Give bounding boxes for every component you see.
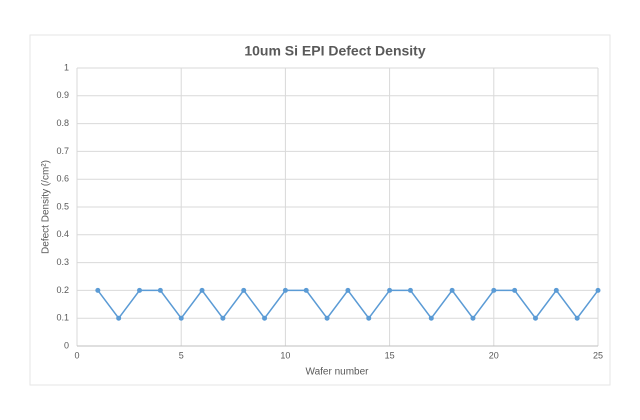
data-point <box>220 315 226 321</box>
data-point <box>553 287 559 293</box>
data-point <box>345 287 351 293</box>
data-point <box>157 287 163 293</box>
data-point <box>470 315 476 321</box>
y-tick-label: 1 <box>64 62 69 72</box>
chart-title: 10um Si EPI Defect Density <box>244 43 426 59</box>
x-tick-label: 25 <box>593 350 603 360</box>
data-point <box>491 287 497 293</box>
x-axis-label: Wafer number <box>306 367 370 378</box>
data-point <box>303 287 309 293</box>
data-point <box>199 287 205 293</box>
data-point <box>116 315 122 321</box>
y-tick-label: 0.4 <box>56 229 69 239</box>
x-tick-label: 5 <box>179 350 184 360</box>
x-tick-label: 10 <box>280 350 290 360</box>
data-point <box>574 315 580 321</box>
x-tick-label: 15 <box>385 350 395 360</box>
data-point <box>428 315 434 321</box>
data-point <box>512 287 518 293</box>
y-axis-label: Defect Density (/cm²) <box>41 160 52 254</box>
y-tick-label: 0.1 <box>56 313 69 323</box>
data-point <box>366 315 372 321</box>
y-tick-label: 0 <box>64 340 69 350</box>
data-point <box>262 315 268 321</box>
data-point <box>282 287 288 293</box>
data-point <box>595 287 601 293</box>
chart-frame <box>29 34 611 386</box>
data-point <box>178 315 184 321</box>
data-point <box>137 287 143 293</box>
data-point <box>387 287 393 293</box>
data-point <box>407 287 413 293</box>
data-point <box>532 315 538 321</box>
x-tick-label: 0 <box>74 350 79 360</box>
x-tick-label: 20 <box>489 350 499 360</box>
data-point <box>241 287 247 293</box>
y-tick-label: 0.3 <box>56 257 69 267</box>
data-point <box>324 315 330 321</box>
y-tick-label: 0.9 <box>56 90 69 100</box>
y-tick-label: 0.6 <box>56 174 69 184</box>
y-tick-label: 0.5 <box>56 201 69 211</box>
data-point <box>95 287 101 293</box>
data-point <box>449 287 455 293</box>
y-tick-label: 0.2 <box>56 285 69 295</box>
y-tick-label: 0.7 <box>56 146 69 156</box>
y-tick-label: 0.8 <box>56 118 69 128</box>
